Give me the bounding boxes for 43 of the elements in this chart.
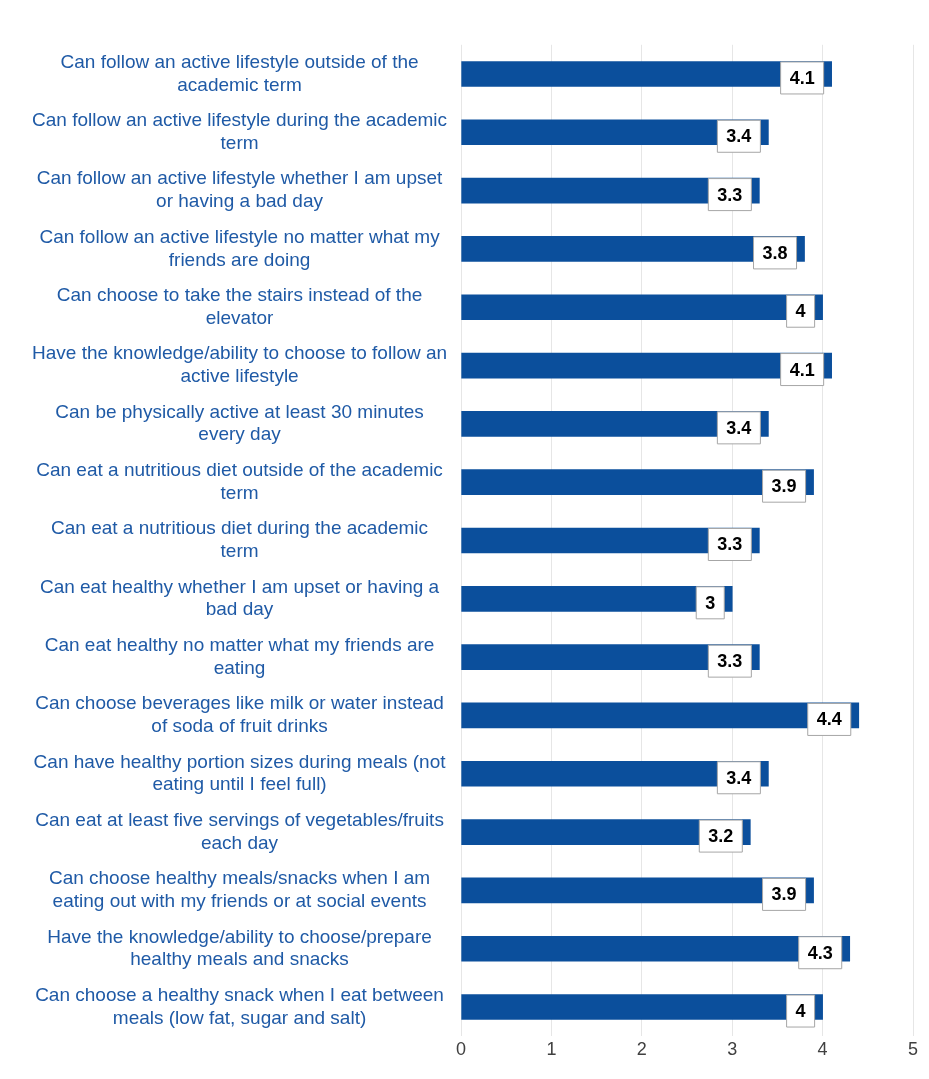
data-label: 4.1 xyxy=(789,67,815,88)
y-tick-label: Can eat a nutritious diet outside of the academic term xyxy=(36,459,443,503)
data-label: 3.2 xyxy=(708,826,734,847)
data-label: 3.9 xyxy=(771,476,797,497)
data-label: 3.3 xyxy=(717,534,743,555)
y-tick-label: Can eat a nutritious diet during the academic term xyxy=(51,517,429,562)
bar xyxy=(461,585,733,612)
data-label: 4 xyxy=(795,301,806,322)
data-label: 3.9 xyxy=(771,884,797,905)
y-tick-label: Can eat healthy no matter what my friends are eating xyxy=(44,633,435,678)
data-label: 3.8 xyxy=(762,242,788,263)
x-tick-label: 1 xyxy=(546,1038,557,1059)
data-label: 4.4 xyxy=(816,709,842,730)
y-tick-label: Can choose beverages like milk or water instead of soda of fruit drinks xyxy=(35,692,444,737)
y-tick-label: Can eat healthy whether I am upset or having a bad day xyxy=(39,575,440,620)
y-tick-label: Can have healthy portion sizes during meals (not eating until I feel full) xyxy=(33,750,447,795)
bar xyxy=(461,294,823,321)
y-tick-label: Can follow an active lifestyle whether I am upset or having a bad day xyxy=(36,167,444,212)
y-tick-label: Can choose to take the stairs instead of the elevator xyxy=(56,284,423,328)
y-tick-label: Can be physically active at least 30 minutes every day xyxy=(55,400,424,445)
data-label: 3.3 xyxy=(717,184,743,205)
data-label: 3.4 xyxy=(726,767,752,788)
y-tick-label: Can follow an active lifestyle no matter what my friends are doing xyxy=(39,225,441,270)
x-tick-label: 2 xyxy=(636,1038,647,1059)
y-tick-label: Can follow an active lifestyle outside of the academic term xyxy=(60,50,419,95)
data-label: 3.3 xyxy=(717,651,743,672)
y-tick-label: Have the knowledge/ability to choose/prepare healthy meals and snacks xyxy=(47,925,432,970)
data-label: 3 xyxy=(705,592,716,613)
y-tick-label: Can choose healthy meals/snacks when I am eating out with my friends or at social events xyxy=(48,867,431,912)
y-tick-label: Can eat at least five servings of vegetables/fruits each day xyxy=(35,808,444,853)
x-tick-label: 0 xyxy=(456,1038,467,1059)
y-tick-label: Can follow an active lifestyle during the academic term xyxy=(32,109,448,153)
x-tick-label: 5 xyxy=(907,1038,919,1059)
data-label: 4.3 xyxy=(807,942,833,963)
y-tick-label: Have the knowledge/ability to choose to follow an active lifestyle xyxy=(32,342,448,387)
y-tick-label: Can choose a healthy snack when I eat between meals (low fat, sugar and salt) xyxy=(35,983,444,1028)
x-tick-label: 4 xyxy=(817,1038,828,1059)
x-tick-label: 3 xyxy=(727,1038,738,1059)
data-label: 4 xyxy=(795,1001,806,1022)
bar xyxy=(461,994,823,1020)
data-label: 3.4 xyxy=(726,126,752,147)
data-label: 3.4 xyxy=(726,417,752,438)
data-label: 4.1 xyxy=(789,359,815,380)
